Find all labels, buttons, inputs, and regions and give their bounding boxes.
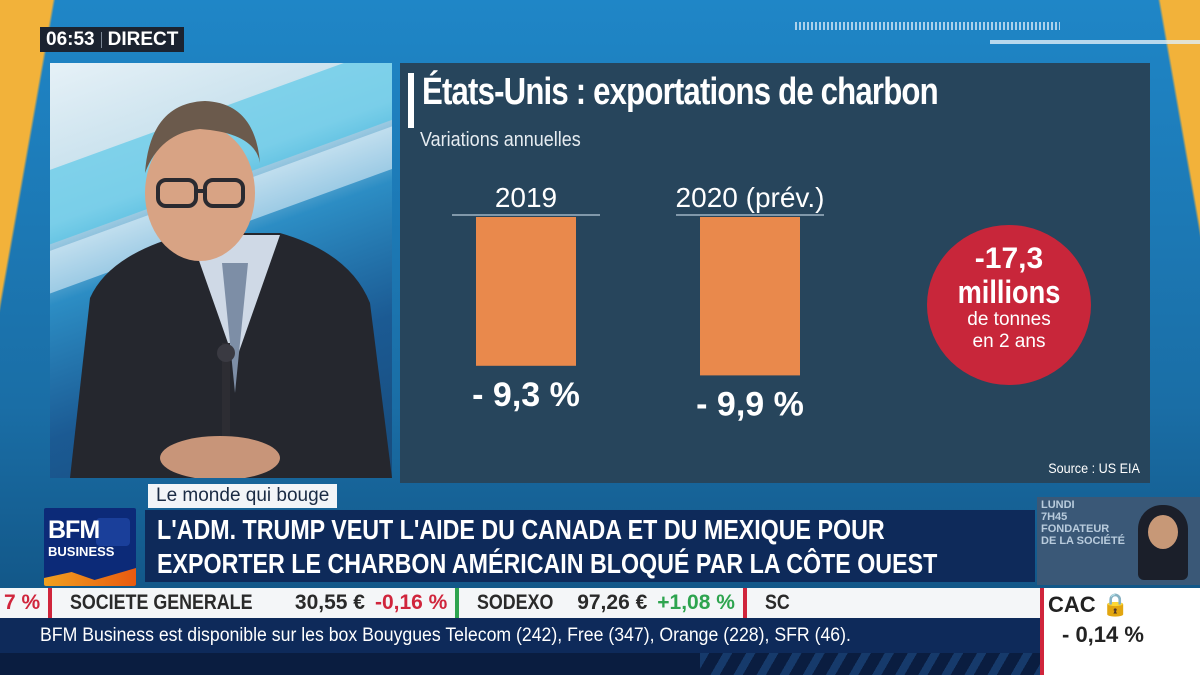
chart-source: Source : US EIA: [1048, 460, 1140, 476]
bottom-strip: [0, 653, 1040, 675]
presenter: [70, 101, 392, 478]
ticker-item: SODEXO 97,26 € +1,08 %: [467, 591, 735, 615]
chart-title: États-Unis : exportations de charbon: [422, 71, 939, 113]
index-change: - 0,14 %: [1062, 622, 1144, 647]
headline-line-2: EXPORTER LE CHARBON AMÉRICAIN BLOQUÉ PAR…: [157, 548, 938, 579]
ticker-divider: [742, 588, 747, 618]
next-show-thumbnail: LUNDI 7H45 FONDATEUR DE LA SOCIÉTÉ: [1037, 497, 1200, 585]
ticker-divider: [48, 588, 53, 618]
guest-avatar: [1138, 505, 1188, 580]
bar-value-label: - 9,3 %: [472, 376, 580, 414]
channel-logo: BFM BUSINESS: [44, 508, 136, 586]
bar: [700, 217, 800, 376]
headline-line-1: L'ADM. TRUMP VEUT L'AIDE DU CANADA ET DU…: [157, 514, 885, 545]
bull-icon: [96, 518, 130, 546]
chart-panel: États-Unis : exportations de charbon Var…: [400, 63, 1150, 483]
bar-chart: 2019 - 9,3 % 2020 (prév.) - 9,9 %: [452, 182, 825, 423]
ticker-change: -0,16 %: [374, 591, 448, 614]
ticker-lead-change: 7 %: [4, 591, 41, 614]
ticker-divider: [455, 588, 460, 618]
ticker-name: SODEXO: [477, 591, 554, 614]
callout-text: de tonnes: [967, 309, 1051, 330]
ticker-price: 30,55 €: [294, 591, 365, 614]
thumbnail-role: FONDATEUR: [1041, 523, 1110, 535]
live-label: DIRECT: [107, 28, 179, 50]
headline: L'ADM. TRUMP VEUT L'AIDE DU CANADA ET DU…: [145, 510, 1035, 582]
bar-value-label: - 9,9 %: [696, 385, 804, 423]
total-callout: -17,3 millions de tonnes en 2 ans: [927, 225, 1091, 385]
logo-subtext: BUSINESS: [48, 544, 115, 559]
index-name: CAC 🔒: [1048, 592, 1129, 618]
thumbnail-text: LUNDI 7H45 FONDATEUR DE LA SOCIÉTÉ: [1041, 499, 1125, 547]
clock-divider: [100, 31, 102, 48]
clock-time: 06:53: [46, 28, 95, 50]
studio-video: [50, 63, 392, 478]
ticker-price: 97,26 €: [577, 591, 648, 614]
lock-icon: 🔒: [1101, 592, 1130, 617]
decor-lines: [795, 22, 1060, 30]
ticker-change: +1,08 %: [657, 591, 735, 614]
category-label: 2020 (prév.): [676, 182, 825, 213]
index-box: CAC 🔒 - 0,14 %: [1040, 588, 1200, 675]
ticker-name: SC: [764, 591, 790, 614]
thumbnail-day: LUNDI: [1041, 499, 1075, 511]
ticker-item: SOCIETE GENERALE 30,55 € -0,16 %: [60, 591, 447, 615]
category-label: 2019: [495, 182, 557, 213]
thumbnail-role-2: DE LA SOCIÉTÉ: [1041, 535, 1125, 547]
thumbnail-time: 7H45: [1041, 511, 1068, 523]
ticker-item: SC: [755, 591, 794, 615]
callout-unit: millions: [957, 274, 1061, 310]
segment-tag: Le monde qui bouge: [148, 484, 338, 508]
info-text: BFM Business est disponible sur les box …: [40, 625, 851, 646]
logo-wave: [44, 568, 136, 586]
logo-text: BFM: [48, 516, 100, 544]
info-crawl: BFM Business est disponible sur les box …: [0, 618, 1040, 653]
callout-value: -17,3: [974, 242, 1044, 275]
bar: [476, 217, 576, 366]
chart-subtitle: Variations annuelles: [420, 129, 581, 151]
clock-badge: 06:53 DIRECT: [40, 27, 185, 52]
stock-ticker: 7 % SOCIETE GENERALE 30,55 € -0,16 % SOD…: [0, 588, 1040, 618]
index-accent: [1040, 588, 1044, 675]
ticker-name: SOCIETE GENERALE: [70, 591, 253, 614]
index-label: CAC: [1048, 592, 1096, 617]
title-accent: [408, 73, 414, 128]
decor-stripe: [990, 40, 1200, 44]
callout-period: en 2 ans: [972, 331, 1046, 352]
